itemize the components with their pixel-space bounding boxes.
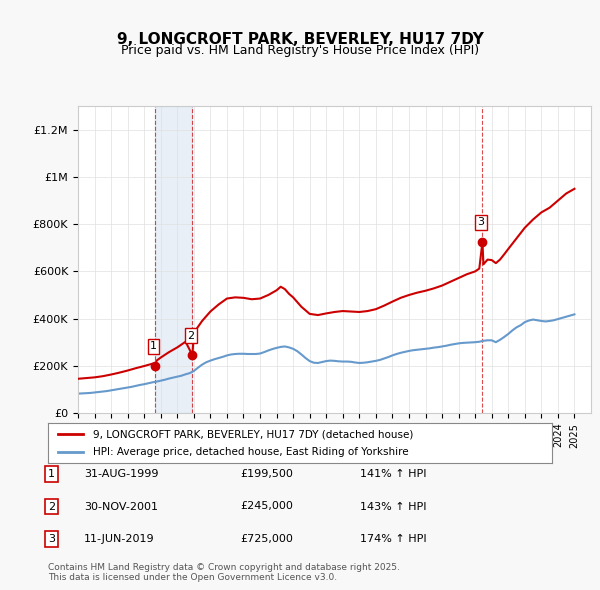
Text: £725,000: £725,000 (240, 534, 293, 544)
Bar (155, 106, 193, 413)
Text: 11-JUN-2019: 11-JUN-2019 (84, 534, 155, 544)
Text: 141% ↑ HPI: 141% ↑ HPI (360, 469, 427, 479)
Text: £245,000: £245,000 (240, 502, 293, 512)
Text: 30-NOV-2001: 30-NOV-2001 (84, 502, 158, 512)
Text: HPI: Average price, detached house, East Riding of Yorkshire: HPI: Average price, detached house, East… (94, 447, 409, 457)
Text: 143% ↑ HPI: 143% ↑ HPI (360, 502, 427, 512)
Text: 3: 3 (478, 217, 484, 227)
Text: 3: 3 (48, 534, 55, 544)
Text: 174% ↑ HPI: 174% ↑ HPI (360, 534, 427, 544)
Text: 1: 1 (150, 342, 157, 352)
Text: 9, LONGCROFT PARK, BEVERLEY, HU17 7DY: 9, LONGCROFT PARK, BEVERLEY, HU17 7DY (116, 32, 484, 47)
Text: Price paid vs. HM Land Registry's House Price Index (HPI): Price paid vs. HM Land Registry's House … (121, 44, 479, 57)
Text: 1: 1 (48, 469, 55, 479)
Text: 9, LONGCROFT PARK, BEVERLEY, HU17 7DY (detached house): 9, LONGCROFT PARK, BEVERLEY, HU17 7DY (d… (94, 430, 414, 440)
Text: Contains HM Land Registry data © Crown copyright and database right 2025.
This d: Contains HM Land Registry data © Crown c… (48, 563, 400, 582)
Text: 2: 2 (187, 330, 194, 340)
Text: 31-AUG-1999: 31-AUG-1999 (84, 469, 158, 479)
Text: £199,500: £199,500 (240, 469, 293, 479)
Text: 2: 2 (48, 502, 55, 512)
